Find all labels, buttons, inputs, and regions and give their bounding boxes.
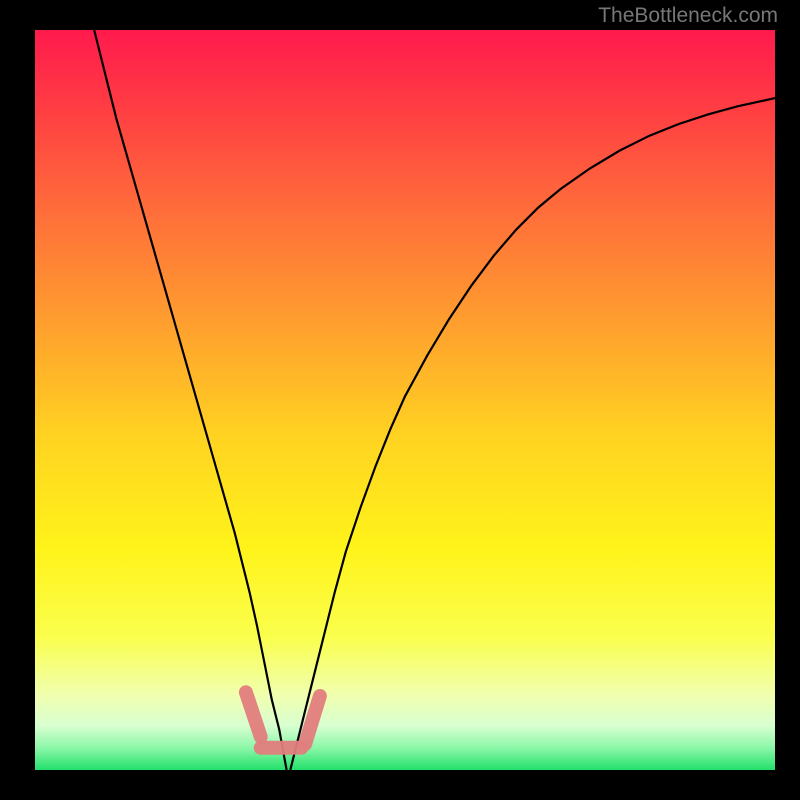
chart-container: TheBottleneck.com (0, 0, 800, 800)
bottleneck-curve-left (94, 30, 286, 770)
watermark-text: TheBottleneck.com (598, 4, 778, 28)
bottleneck-curve-right (290, 98, 775, 770)
curve-overlay (35, 30, 775, 770)
bottleneck-min-marker-seg-0 (246, 692, 261, 736)
plot-area (35, 30, 775, 770)
